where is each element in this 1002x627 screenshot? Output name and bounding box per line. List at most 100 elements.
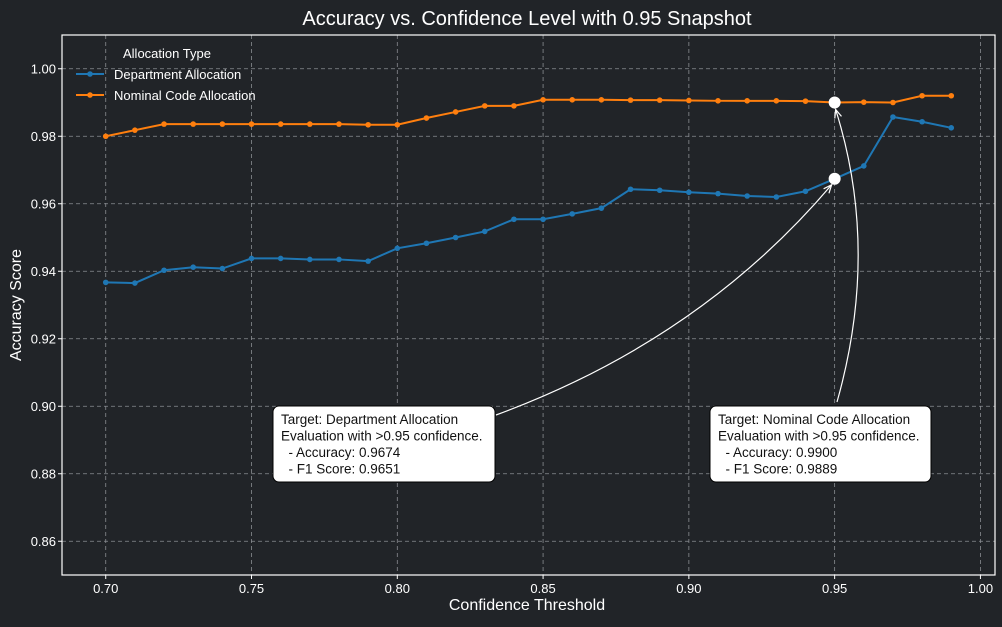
data-point (423, 240, 430, 247)
data-point (190, 264, 197, 271)
x-tick-label: 0.95 (822, 581, 847, 596)
annotation-arrow (835, 109, 859, 403)
data-point (423, 115, 430, 121)
y-tick-label: 0.98 (31, 129, 56, 144)
data-point (248, 255, 255, 262)
x-tick-label: 0.90 (676, 581, 701, 596)
data-point (161, 267, 167, 274)
data-point (802, 188, 809, 195)
x-tick-label: 0.85 (530, 581, 555, 596)
data-point (219, 121, 226, 127)
x-tick-label: 1.00 (968, 581, 993, 596)
series-layer (102, 92, 955, 286)
chart-title: Accuracy vs. Confidence Level with 0.95 … (302, 8, 752, 30)
annotation-box (709, 405, 932, 483)
data-point (598, 97, 605, 103)
data-point (569, 211, 576, 217)
data-point (540, 216, 546, 223)
annotation-line: Evaluation with >0.95 confidence. (281, 429, 483, 444)
annotation-line: - Accuracy: 0.9674 (281, 445, 401, 460)
data-point (102, 133, 109, 140)
legend-label-department: Department Allocation (114, 67, 241, 82)
data-point (277, 121, 284, 127)
data-point (948, 125, 955, 131)
data-point (656, 187, 663, 194)
data-point (511, 103, 517, 109)
data-point (394, 245, 401, 252)
data-point (394, 121, 401, 128)
y-tick-label: 1.00 (31, 61, 56, 76)
annotation-line: - Accuracy: 0.9900 (718, 445, 837, 460)
data-point (219, 265, 226, 272)
data-point (132, 127, 138, 133)
data-point (365, 258, 371, 264)
snapshot-marker (828, 172, 841, 185)
annotation-box (272, 405, 496, 483)
data-point (948, 92, 955, 99)
annotation-arrow (495, 184, 833, 416)
y-axis-label: Accuracy Score (8, 249, 25, 361)
data-point (919, 118, 925, 125)
data-point (686, 97, 692, 104)
snapshot-marker (828, 96, 841, 109)
data-point (336, 121, 342, 127)
grid (62, 35, 995, 575)
data-point (890, 114, 896, 120)
data-point (336, 256, 342, 263)
plot-frame (61, 34, 996, 576)
data-point (190, 121, 197, 127)
legend-marker-department (87, 71, 93, 77)
y-tick-label: 0.96 (31, 196, 56, 211)
y-tick-label: 0.94 (31, 264, 56, 279)
data-point (481, 228, 488, 235)
data-point (715, 98, 721, 104)
x-tick-label: 0.80 (385, 581, 410, 596)
data-point (627, 97, 634, 103)
axis-ticks: 0.70 0.75 0.80 0.85 0.90 0.95 1.00 0.86 0.88 0.90… (31, 61, 993, 596)
legend-label-nominal: Nominal Code Allocation (114, 88, 256, 103)
data-point (744, 193, 750, 199)
data-point (161, 121, 167, 127)
y-tick-label: 0.92 (31, 331, 56, 346)
data-point (569, 97, 576, 103)
data-point (860, 99, 867, 105)
data-point (715, 190, 721, 197)
annotations: Target: Department Allocation Evaluation … (272, 96, 932, 483)
data-point (860, 163, 867, 169)
y-tick-label: 0.88 (31, 466, 56, 481)
data-point (511, 216, 517, 223)
data-point (102, 279, 109, 286)
annotation-line: Target: Department Allocation (281, 412, 458, 427)
x-axis-label: Confidence Threshold (449, 597, 605, 614)
data-point (277, 255, 284, 262)
data-point (919, 92, 925, 99)
data-point (773, 98, 780, 104)
data-point (307, 256, 313, 263)
annotation-line: Evaluation with >0.95 confidence. (718, 429, 920, 444)
legend: Allocation Type Department Allocation No… (76, 46, 256, 103)
data-point (744, 98, 750, 104)
annotation-line: Target: Nominal Code Allocation (718, 412, 910, 427)
legend-marker-nominal (87, 92, 93, 98)
data-point (627, 186, 634, 193)
data-point (802, 98, 809, 104)
data-point (452, 109, 459, 115)
data-point (656, 97, 663, 103)
x-tick-label: 0.70 (93, 581, 118, 596)
y-tick-label: 0.86 (31, 534, 56, 549)
data-point (307, 121, 313, 127)
x-tick-label: 0.75 (239, 581, 264, 596)
series-line-department (105, 115, 952, 285)
y-tick-label: 0.90 (31, 399, 56, 414)
annotation-line: - F1 Score: 0.9889 (718, 462, 837, 477)
data-point (481, 103, 488, 109)
data-point (540, 97, 546, 103)
data-point (773, 194, 780, 200)
data-point (890, 99, 896, 106)
series-line-nominal (105, 94, 952, 138)
arrowhead-icon (834, 108, 842, 119)
legend-title: Allocation Type (123, 46, 211, 61)
arrowhead-icon (823, 183, 833, 194)
data-point (132, 280, 138, 286)
